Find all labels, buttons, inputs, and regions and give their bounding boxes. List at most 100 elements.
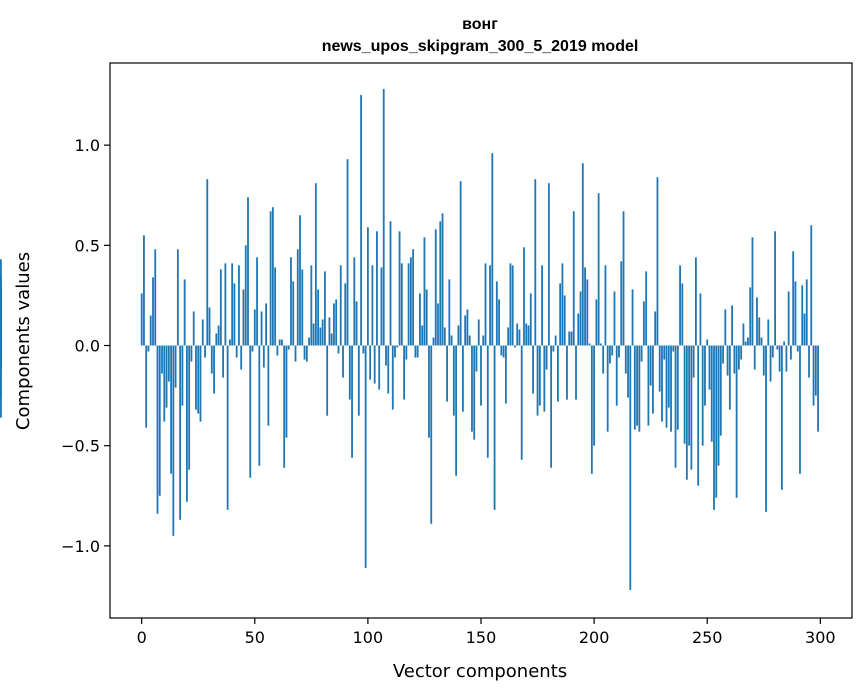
bar-component-82 bbox=[326, 345, 329, 416]
bar-component-163 bbox=[509, 263, 512, 346]
bar-component-191 bbox=[572, 211, 575, 346]
bar-component-256 bbox=[719, 345, 722, 436]
bar-component-76 bbox=[312, 323, 315, 346]
bar-component-247 bbox=[699, 293, 702, 346]
bar-component-117 bbox=[405, 345, 408, 360]
bar-component-282 bbox=[778, 345, 781, 372]
bar-component-212 bbox=[620, 261, 623, 346]
chart-title: вонг bbox=[462, 16, 498, 33]
bar-component-207 bbox=[609, 345, 611, 364]
bar-component-228 bbox=[656, 177, 659, 346]
bar-component-132 bbox=[439, 221, 442, 346]
bar-component-205 bbox=[604, 265, 607, 346]
y-tick-label: 1.0 bbox=[75, 136, 100, 155]
bar-component-39 bbox=[228, 339, 231, 346]
bar-component-261 bbox=[731, 305, 734, 346]
bar-component-14 bbox=[172, 345, 175, 536]
bar-component-265 bbox=[740, 345, 743, 360]
bar-component-52 bbox=[258, 345, 261, 466]
bar-component-129 bbox=[432, 337, 435, 346]
bar-component-130 bbox=[434, 229, 437, 346]
bar-component-264 bbox=[737, 345, 740, 370]
bar-component-15 bbox=[174, 345, 177, 388]
bar-component-59 bbox=[274, 267, 277, 346]
y-tick-label: 0.0 bbox=[75, 337, 100, 356]
bar-component-141 bbox=[459, 181, 462, 346]
bar-component-21 bbox=[188, 345, 191, 470]
bar-component-233 bbox=[667, 345, 670, 408]
bar-component-175 bbox=[536, 345, 539, 416]
bar-component-236 bbox=[674, 345, 677, 468]
bar-component-206 bbox=[606, 345, 609, 432]
bar-component-225 bbox=[649, 345, 652, 386]
bar-component-111 bbox=[391, 345, 394, 410]
bar-component-298 bbox=[814, 345, 817, 396]
bar-component-183 bbox=[554, 335, 557, 346]
bar-component-148 bbox=[475, 345, 478, 372]
bar-component-277 bbox=[767, 319, 770, 346]
bar-component-72 bbox=[303, 345, 306, 360]
bar-component-164 bbox=[511, 265, 514, 346]
bar-component-90 bbox=[344, 283, 347, 346]
bar-component-44 bbox=[240, 345, 243, 370]
bar-component-165 bbox=[514, 345, 516, 348]
bar-component-124 bbox=[421, 325, 424, 346]
bar-component-9 bbox=[161, 345, 163, 374]
bar-component-23 bbox=[192, 311, 195, 346]
bar-component-218 bbox=[633, 345, 636, 430]
bar-component-71 bbox=[301, 269, 304, 346]
bar-component-281 bbox=[776, 345, 779, 350]
bar-component-155 bbox=[491, 153, 494, 346]
bar-component-114 bbox=[398, 231, 401, 346]
bar-component-293 bbox=[803, 313, 806, 346]
bar-component-undefined bbox=[0, 283, 2, 346]
bar-component-104 bbox=[376, 231, 378, 346]
bar-component-232 bbox=[665, 345, 668, 428]
bar-component-7 bbox=[156, 345, 159, 514]
bar-component-16 bbox=[176, 249, 179, 346]
bar-component-285 bbox=[785, 345, 788, 372]
bar-component-229 bbox=[658, 345, 661, 392]
bar-component-153 bbox=[486, 345, 489, 458]
bar-component-137 bbox=[450, 335, 453, 346]
bar-component-266 bbox=[742, 323, 745, 346]
bar-component-287 bbox=[790, 345, 792, 360]
bar-component-197 bbox=[586, 279, 589, 346]
bar-component-296 bbox=[810, 225, 813, 346]
bar-component-45 bbox=[242, 289, 245, 346]
bar-component-25 bbox=[197, 345, 200, 414]
bar-component-182 bbox=[552, 345, 555, 352]
bar-component-156 bbox=[493, 345, 496, 510]
bar-component-103 bbox=[373, 345, 376, 384]
bar-component-134 bbox=[443, 327, 446, 346]
bar-component-203 bbox=[599, 343, 602, 346]
bar-component-210 bbox=[615, 345, 618, 406]
bar-component-143 bbox=[464, 315, 467, 346]
bar-component-51 bbox=[256, 257, 258, 346]
bar-component-168 bbox=[520, 345, 523, 460]
bar-component-292 bbox=[801, 285, 804, 346]
bar-component-88 bbox=[339, 265, 342, 346]
bar-component-213 bbox=[622, 211, 625, 346]
bar-component-20 bbox=[186, 345, 188, 502]
bar-component-131 bbox=[437, 303, 439, 346]
bar-component-37 bbox=[224, 263, 227, 346]
bar-component-231 bbox=[663, 345, 666, 360]
bar-component-105 bbox=[378, 345, 381, 390]
bar-component-235 bbox=[672, 345, 675, 352]
bar-component-188 bbox=[566, 345, 568, 400]
bar-component-127 bbox=[428, 345, 430, 438]
y-tick-label: −0.5 bbox=[61, 437, 100, 456]
bar-component-273 bbox=[758, 317, 761, 346]
bar-component-140 bbox=[457, 325, 460, 346]
bar-component-33 bbox=[215, 333, 218, 346]
bar-component-126 bbox=[425, 289, 428, 346]
bar-component-195 bbox=[581, 163, 584, 346]
bar-component-46 bbox=[244, 245, 247, 346]
bar-component-170 bbox=[525, 323, 528, 346]
bar-component-241 bbox=[685, 345, 688, 480]
bar-component-146 bbox=[471, 345, 473, 432]
bar-component-66 bbox=[290, 257, 292, 346]
bar-component-152 bbox=[484, 263, 487, 346]
bar-component-18 bbox=[181, 345, 184, 406]
